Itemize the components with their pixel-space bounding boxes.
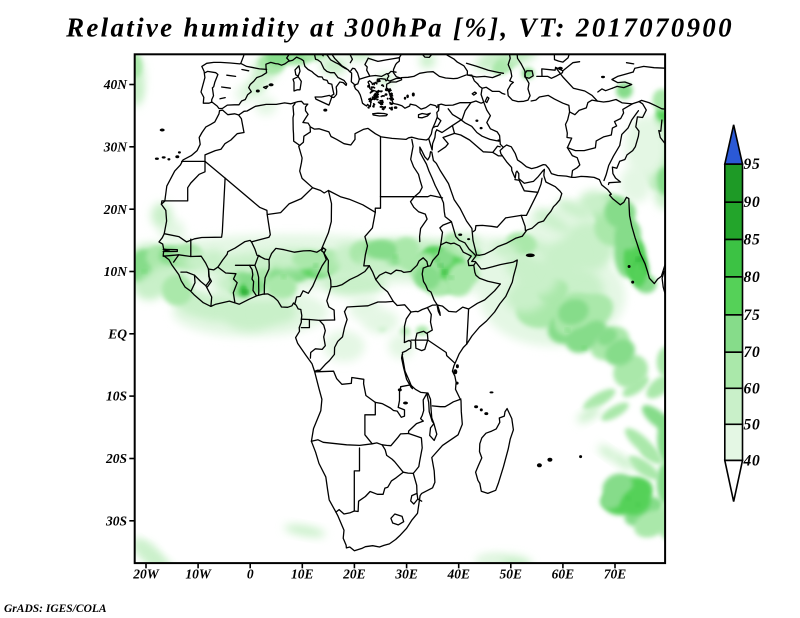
svg-text:Relative humidity at 300hPa [%: Relative humidity at 300hPa [%], VT: 201… [65,13,734,43]
svg-text:40N: 40N [103,77,129,92]
svg-text:0: 0 [247,567,254,582]
svg-text:GrADS: IGES/COLA: GrADS: IGES/COLA [4,603,107,615]
svg-text:10N: 10N [104,264,129,279]
svg-text:EQ: EQ [107,326,127,341]
svg-text:20S: 20S [105,451,127,466]
svg-text:70: 70 [744,344,761,361]
svg-text:50E: 50E [500,567,523,582]
svg-text:10W: 10W [185,567,212,582]
svg-text:95: 95 [744,156,761,173]
svg-text:10S: 10S [106,389,127,404]
svg-text:60: 60 [744,380,761,397]
svg-text:20N: 20N [103,202,129,217]
svg-text:70E: 70E [604,567,627,582]
svg-text:10E: 10E [291,567,314,582]
svg-text:50: 50 [744,416,761,433]
svg-text:80: 80 [744,269,761,286]
svg-text:20E: 20E [342,567,366,582]
svg-text:85: 85 [744,232,761,249]
svg-text:90: 90 [744,194,761,211]
svg-text:75: 75 [744,307,761,324]
svg-text:40E: 40E [446,567,470,582]
svg-text:30N: 30N [103,139,129,154]
svg-text:30E: 30E [394,567,418,582]
svg-text:30S: 30S [105,513,127,528]
svg-text:60E: 60E [552,567,575,582]
svg-text:40: 40 [743,452,761,469]
svg-text:20W: 20W [132,567,160,582]
